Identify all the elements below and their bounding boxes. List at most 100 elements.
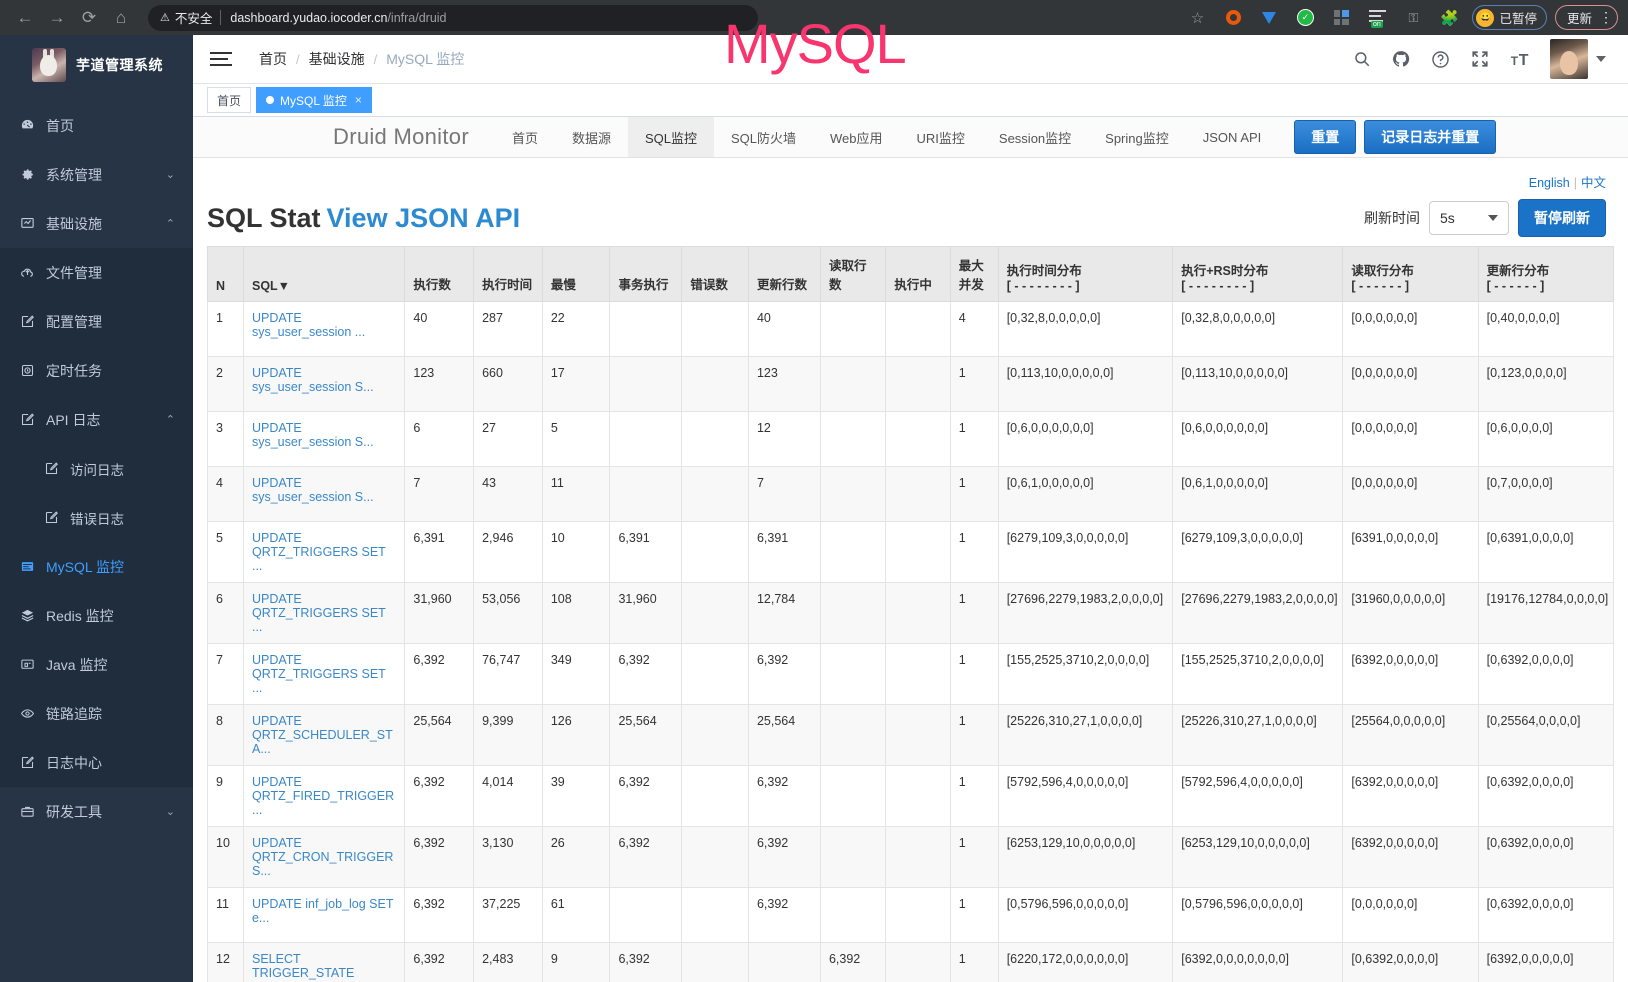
table-header-1[interactable]: SQL▼ [242, 246, 406, 303]
cloud-upload-icon [20, 265, 46, 280]
reset-button[interactable]: 重置 [1294, 120, 1357, 155]
table-row: 2 UPDATE sys_user_session S... 123 660 17 123… [207, 356, 1615, 413]
cell-sql[interactable]: UPDATE sys_user_session ... [242, 301, 406, 358]
sidebar-item-3[interactable]: 文件管理 [0, 248, 193, 297]
lang-chinese-link[interactable]: 中文 [1580, 176, 1606, 191]
cell-sql[interactable]: UPDATE QRTZ_TRIGGERS SET ... [242, 643, 406, 706]
sidebar-item-13[interactable]: 日志中心 [0, 738, 193, 787]
lang-english-link[interactable]: English [1528, 176, 1570, 191]
cell-sql[interactable]: UPDATE QRTZ_CRON_TRIGGERS... [242, 826, 406, 889]
cell-sql[interactable]: UPDATE QRTZ_TRIGGERS SET ... [242, 582, 406, 645]
druid-nav-4[interactable]: Web应用 [830, 130, 883, 146]
cell-sql[interactable]: UPDATE QRTZ_FIRED_TRIGGER... [242, 765, 406, 828]
browser-toolbar: ← → ⟳ ⌂ ⚠ 不安全 dashboard.yudao.iocoder.cn… [0, 0, 1628, 35]
close-icon[interactable]: × [354, 93, 362, 108]
sidebar-item-0[interactable]: 首页 [0, 101, 193, 150]
help-icon[interactable] [1431, 50, 1450, 69]
star-icon[interactable]: ☆ [1190, 9, 1205, 27]
fullscreen-icon[interactable] [1471, 50, 1489, 68]
druid-nav-6[interactable]: Session监控 [998, 130, 1072, 146]
sql-link[interactable]: UPDATE QRTZ_TRIGGERS SET ... [251, 653, 386, 696]
refresh-interval-select[interactable]: 5s [1429, 201, 1509, 236]
sql-link[interactable]: UPDATE QRTZ_TRIGGERS SET ... [251, 531, 386, 574]
sql-link[interactable]: UPDATE QRTZ_CRON_TRIGGERS... [251, 836, 394, 879]
brand[interactable]: 芋道管理系统 [0, 35, 193, 95]
sidebar-item-10[interactable]: Redis 监控 [0, 591, 193, 640]
brand-name: 芋道管理系统 [76, 57, 163, 73]
search-icon[interactable] [1353, 50, 1371, 68]
tab-0[interactable]: 首页 [207, 87, 252, 114]
cell-time_dist: [6279,109,3,0,0,0,0,0] [997, 521, 1174, 584]
sql-link[interactable]: UPDATE QRTZ_TRIGGERS SET ... [251, 592, 386, 635]
kebab-menu-icon[interactable]: ⋮ [1599, 8, 1613, 25]
sidebar-item-2[interactable]: 基础设施 ⌃ [0, 199, 193, 248]
table-header-11: 执行时间分布[ - - - - - - - - ] [997, 246, 1174, 303]
sql-link[interactable]: UPDATE inf_job_log SET e... [251, 897, 394, 926]
cell-update_rows: 40 [747, 301, 821, 358]
reload-icon[interactable]: ⟳ [81, 7, 97, 27]
forward-arrow-icon[interactable]: → [48, 7, 66, 27]
cell-time_dist: [27696,2279,1983,2,0,0,0,0] [997, 582, 1174, 645]
github-icon[interactable] [1392, 50, 1410, 68]
sql-link[interactable]: UPDATE QRTZ_SCHEDULER_STA... [251, 714, 393, 757]
table-header-row: N SQL▼ 执行数 执行时间 最慢 事务执行 错误数 更新行数 读取行数 执行中 最大并发 执行时间… [207, 246, 1615, 303]
sidebar-item-4[interactable]: 配置管理 [0, 297, 193, 346]
sidebar-item-6[interactable]: API 日志 ⌃ [0, 395, 193, 444]
extension-key-icon[interactable]: ⚿ [1408, 9, 1419, 25]
sql-link[interactable]: UPDATE sys_user_session S... [251, 366, 374, 395]
extension-diamond-icon[interactable] [1256, 5, 1282, 31]
druid-nav-3[interactable]: SQL防火墙 [731, 130, 797, 146]
chevron-down-icon[interactable] [1596, 56, 1606, 63]
sidebar-item-1[interactable]: 系统管理 ⌄ [0, 150, 193, 199]
breadcrumb-item-0[interactable]: 首页 [259, 51, 287, 68]
brand-logo-icon [32, 48, 66, 82]
druid-nav-7[interactable]: Spring监控 [1105, 130, 1169, 146]
cell-sql[interactable]: UPDATE QRTZ_SCHEDULER_STA... [242, 704, 406, 767]
cell-sql[interactable]: SELECT TRIGGER_STATE [242, 942, 406, 982]
back-arrow-icon[interactable]: ← [16, 7, 34, 27]
profile-paused-button[interactable]: 😀 已暂停 [1472, 5, 1547, 30]
sidebar-item-7[interactable]: 访问日志 [0, 444, 193, 493]
druid-nav-5[interactable]: URI监控 [916, 130, 965, 146]
sql-link[interactable]: UPDATE sys_user_session S... [251, 476, 374, 505]
cell-sql[interactable]: UPDATE QRTZ_TRIGGERS SET ... [242, 521, 406, 584]
gear-icon [20, 167, 46, 182]
sidebar-item-8[interactable]: 错误日志 [0, 493, 193, 542]
sidebar-item-14[interactable]: 研发工具 ⌄ [0, 787, 193, 836]
extension-grid-icon[interactable] [1328, 5, 1354, 31]
tab-1[interactable]: MySQL 监控 × [256, 87, 372, 114]
breadcrumb-item-1[interactable]: 基础设施 [308, 51, 365, 68]
home-icon[interactable]: ⌂ [115, 7, 127, 27]
log-and-reset-button[interactable]: 记录日志并重置 [1364, 120, 1497, 155]
header-title: 执行+RS时分布 [1181, 264, 1269, 279]
sql-link[interactable]: UPDATE sys_user_session S... [251, 421, 374, 450]
address-bar[interactable]: ⚠ 不安全 dashboard.yudao.iocoder.cn/infra/d… [148, 4, 758, 31]
druid-nav-2[interactable]: SQL监控 [627, 117, 714, 158]
cell-sql[interactable]: UPDATE inf_job_log SET e... [242, 887, 406, 944]
druid-nav-1[interactable]: 数据源 [571, 130, 611, 146]
pause-refresh-button[interactable]: 暂停刷新 [1518, 199, 1606, 238]
druid-nav-0[interactable]: 首页 [511, 130, 538, 146]
cell-n: 7 [207, 643, 244, 706]
sidebar-item-5[interactable]: 定时任务 [0, 346, 193, 395]
sidebar-item-9[interactable]: MySQL 监控 [0, 542, 193, 591]
update-button[interactable]: 更新 ⋮ [1554, 5, 1618, 30]
extension-green-check-icon[interactable]: ✓ [1292, 5, 1318, 31]
extension-list-on-icon[interactable]: on [1364, 5, 1390, 31]
sql-link[interactable]: SELECT TRIGGER_STATE [251, 952, 355, 981]
cell-sql[interactable]: UPDATE sys_user_session S... [242, 356, 406, 413]
cell-sql[interactable]: UPDATE sys_user_session S... [242, 411, 406, 468]
sql-link[interactable]: UPDATE QRTZ_FIRED_TRIGGER... [251, 775, 395, 818]
hamburger-menu-icon[interactable] [210, 52, 232, 67]
view-json-api-link[interactable]: View JSON API [326, 202, 521, 233]
cell-sql[interactable]: UPDATE sys_user_session S... [242, 466, 406, 523]
user-menu[interactable] [1550, 39, 1606, 80]
druid-nav-8[interactable]: JSON API [1202, 129, 1262, 145]
sidebar-item-11[interactable]: Java 监控 [0, 640, 193, 689]
sidebar-item-12[interactable]: 链路追踪 [0, 689, 193, 738]
sql-link[interactable]: UPDATE sys_user_session ... [251, 311, 366, 340]
extension-orange-icon[interactable] [1220, 5, 1246, 31]
extensions-puzzle-icon[interactable]: 🧩 [1440, 9, 1459, 27]
cell-upd_dist: [0,7,0,0,0,0] [1477, 466, 1615, 523]
